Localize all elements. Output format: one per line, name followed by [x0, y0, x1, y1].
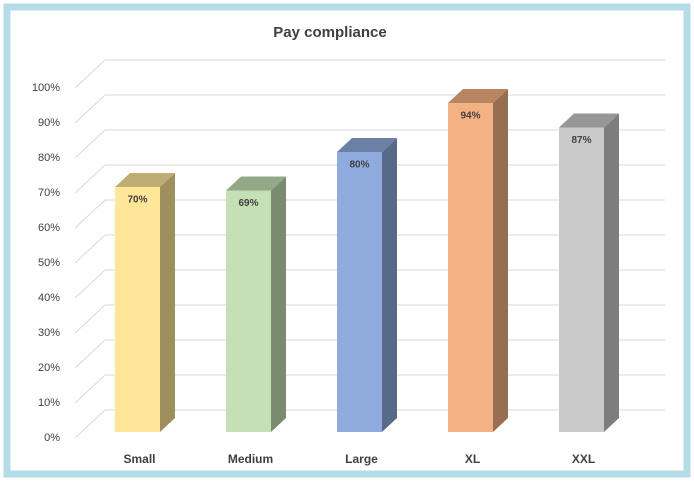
bar-side	[160, 173, 175, 432]
y-tick-label: 80%	[38, 152, 60, 164]
y-tick-label: 60%	[38, 222, 60, 234]
bar-side	[271, 176, 286, 432]
x-tick-label: Medium	[228, 452, 273, 466]
bar-top	[115, 173, 175, 187]
x-tick-label: Large	[345, 452, 378, 466]
bar-front	[337, 152, 382, 432]
y-tick-label: 10%	[38, 397, 60, 409]
bar-top	[226, 176, 286, 191]
grid-line	[74, 59, 665, 89]
x-tick-label: XL	[465, 452, 480, 466]
y-tick-label: 30%	[38, 327, 60, 339]
bar-front	[559, 127, 604, 432]
y-tick-label: 50%	[38, 257, 60, 269]
x-tick-label: XXL	[572, 452, 595, 466]
bar-side	[382, 138, 397, 432]
bar-side	[493, 89, 508, 432]
data-label: 69%	[238, 198, 258, 209]
bar-top	[559, 113, 619, 128]
bar-side	[604, 113, 619, 432]
chart-title: Pay compliance	[273, 24, 386, 41]
y-tick-label: 0%	[44, 432, 60, 444]
y-tick-label: 100%	[32, 82, 60, 94]
bar-front	[115, 187, 160, 432]
data-label: 87%	[571, 135, 591, 146]
data-label: 70%	[127, 195, 147, 206]
x-tick-label: Small	[123, 452, 155, 466]
data-label: 94%	[460, 111, 480, 122]
bar-top	[448, 89, 508, 103]
bar-front	[226, 190, 271, 432]
y-tick-label: 40%	[38, 292, 60, 304]
data-label: 80%	[349, 160, 369, 171]
y-tick-label: 90%	[38, 117, 60, 129]
y-tick-label: 20%	[38, 362, 60, 374]
bar-front	[448, 103, 493, 432]
y-tick-label: 70%	[38, 187, 60, 199]
bar-top	[337, 138, 397, 152]
